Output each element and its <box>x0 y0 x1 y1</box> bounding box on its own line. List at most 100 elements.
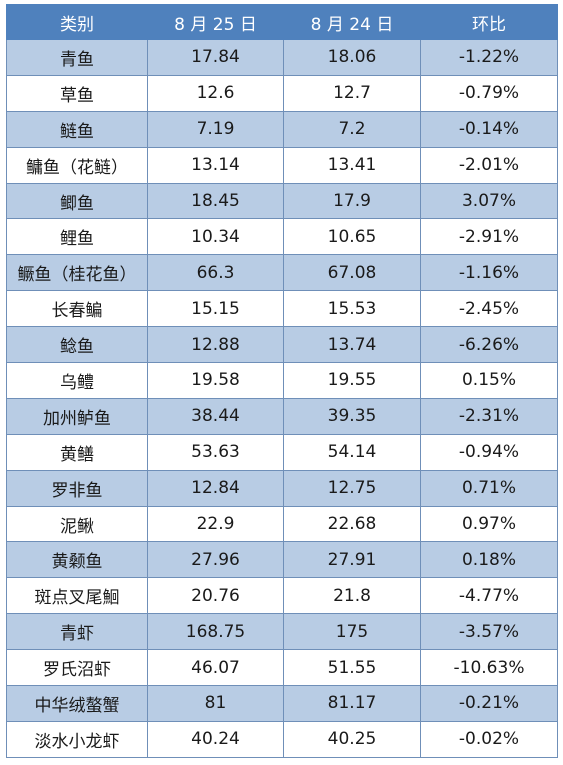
cell-change: -0.21% <box>420 685 558 722</box>
cell-aug25-price: 81 <box>147 685 284 722</box>
table-header: 类别 8 月 25 日 8 月 24 日 环比 <box>6 4 558 40</box>
cell-aug24-price: 67.08 <box>283 254 421 292</box>
cell-category: 罗非鱼 <box>6 469 148 507</box>
cell-change: 0.15% <box>420 362 558 399</box>
cell-aug24-price: 10.65 <box>283 218 421 256</box>
cell-change: -3.57% <box>420 613 558 651</box>
cell-aug24-price: 39.35 <box>283 397 421 435</box>
cell-aug25-price: 66.3 <box>147 254 284 292</box>
cell-aug24-price: 17.9 <box>283 182 421 220</box>
cell-change: -0.14% <box>420 110 558 148</box>
table-row: 青虾 168.75 175 -3.57% <box>6 613 558 651</box>
cell-aug25-price: 40.24 <box>147 720 284 758</box>
cell-aug24-price: 51.55 <box>283 649 421 687</box>
cell-change: -0.79% <box>420 74 558 112</box>
cell-category: 草鱼 <box>6 74 148 112</box>
table-row: 泥鳅 22.9 22.68 0.97% <box>6 505 558 543</box>
table-row: 罗非鱼 12.84 12.75 0.71% <box>6 469 558 507</box>
table-row: 鲶鱼 12.88 13.74 -6.26% <box>6 326 558 364</box>
table-row: 鳙鱼（花鲢） 13.14 13.41 -2.01% <box>6 146 558 184</box>
cell-aug24-price: 27.91 <box>283 541 421 579</box>
cell-change: 0.97% <box>420 505 558 543</box>
cell-category: 乌鳢 <box>6 362 148 399</box>
cell-category: 鲢鱼 <box>6 110 148 148</box>
cell-aug24-price: 175 <box>283 613 421 651</box>
cell-change: 0.18% <box>420 541 558 579</box>
cell-category: 罗氏沼虾 <box>6 649 148 687</box>
cell-category: 泥鳅 <box>6 505 148 543</box>
cell-change: 0.71% <box>420 469 558 507</box>
cell-category: 黄鳝 <box>6 433 148 471</box>
cell-category: 中华绒螯蟹 <box>6 685 148 722</box>
cell-aug24-price: 18.06 <box>283 39 421 76</box>
table-row: 中华绒螯蟹 81 81.17 -0.21% <box>6 685 558 722</box>
cell-aug25-price: 38.44 <box>147 397 284 435</box>
cell-change: -2.01% <box>420 146 558 184</box>
cell-change: -4.77% <box>420 577 558 615</box>
table-row: 鲢鱼 7.19 7.2 -0.14% <box>6 110 558 148</box>
cell-aug25-price: 53.63 <box>147 433 284 471</box>
cell-change: -0.02% <box>420 720 558 758</box>
cell-category: 鲫鱼 <box>6 182 148 220</box>
cell-category: 青虾 <box>6 613 148 651</box>
cell-change: -2.45% <box>420 290 558 328</box>
table-row: 淡水小龙虾 40.24 40.25 -0.02% <box>6 720 558 758</box>
cell-aug25-price: 15.15 <box>147 290 284 328</box>
cell-category: 鲤鱼 <box>6 218 148 256</box>
cell-aug25-price: 12.88 <box>147 326 284 364</box>
cell-aug24-price: 21.8 <box>283 577 421 615</box>
cell-change: -6.26% <box>420 326 558 364</box>
cell-aug25-price: 12.84 <box>147 469 284 507</box>
cell-category: 黄颡鱼 <box>6 541 148 579</box>
cell-aug25-price: 13.14 <box>147 146 284 184</box>
table-row: 草鱼 12.6 12.7 -0.79% <box>6 74 558 112</box>
table-row: 加州鲈鱼 38.44 39.35 -2.31% <box>6 397 558 435</box>
cell-aug24-price: 12.7 <box>283 74 421 112</box>
table-row: 鳜鱼（桂花鱼） 66.3 67.08 -1.16% <box>6 254 558 292</box>
cell-category: 斑点叉尾鮰 <box>6 577 148 615</box>
cell-aug25-price: 27.96 <box>147 541 284 579</box>
header-change: 环比 <box>420 4 558 40</box>
table-row: 黄颡鱼 27.96 27.91 0.18% <box>6 541 558 579</box>
cell-aug24-price: 19.55 <box>283 362 421 399</box>
cell-change: -1.16% <box>420 254 558 292</box>
cell-aug25-price: 22.9 <box>147 505 284 543</box>
cell-aug25-price: 7.19 <box>147 110 284 148</box>
cell-aug24-price: 12.75 <box>283 469 421 507</box>
cell-aug25-price: 46.07 <box>147 649 284 687</box>
table-row: 青鱼 17.84 18.06 -1.22% <box>6 39 558 76</box>
cell-aug25-price: 19.58 <box>147 362 284 399</box>
cell-aug25-price: 10.34 <box>147 218 284 256</box>
cell-aug25-price: 12.6 <box>147 74 284 112</box>
table-row: 乌鳢 19.58 19.55 0.15% <box>6 362 558 399</box>
cell-category: 鳜鱼（桂花鱼） <box>6 254 148 292</box>
cell-aug24-price: 13.74 <box>283 326 421 364</box>
cell-category: 鳙鱼（花鲢） <box>6 146 148 184</box>
cell-aug25-price: 20.76 <box>147 577 284 615</box>
cell-aug24-price: 15.53 <box>283 290 421 328</box>
cell-change: -1.22% <box>420 39 558 76</box>
cell-category: 青鱼 <box>6 39 148 76</box>
table-row: 鲤鱼 10.34 10.65 -2.91% <box>6 218 558 256</box>
table-row: 长春鳊 15.15 15.53 -2.45% <box>6 290 558 328</box>
cell-change: -10.63% <box>420 649 558 687</box>
cell-aug24-price: 7.2 <box>283 110 421 148</box>
table-row: 黄鳝 53.63 54.14 -0.94% <box>6 433 558 471</box>
header-row: 类别 8 月 25 日 8 月 24 日 环比 <box>6 4 558 40</box>
cell-category: 淡水小龙虾 <box>6 720 148 758</box>
cell-aug25-price: 18.45 <box>147 182 284 220</box>
cell-aug24-price: 40.25 <box>283 720 421 758</box>
cell-aug24-price: 54.14 <box>283 433 421 471</box>
header-category: 类别 <box>6 4 148 40</box>
cell-aug25-price: 17.84 <box>147 39 284 76</box>
cell-change: 3.07% <box>420 182 558 220</box>
table-row: 斑点叉尾鮰 20.76 21.8 -4.77% <box>6 577 558 615</box>
header-aug24: 8 月 24 日 <box>283 4 421 40</box>
cell-aug24-price: 81.17 <box>283 685 421 722</box>
cell-category: 鲶鱼 <box>6 326 148 364</box>
cell-aug25-price: 168.75 <box>147 613 284 651</box>
cell-category: 长春鳊 <box>6 290 148 328</box>
table-row: 鲫鱼 18.45 17.9 3.07% <box>6 182 558 220</box>
cell-aug24-price: 22.68 <box>283 505 421 543</box>
table-body: 青鱼 17.84 18.06 -1.22% 草鱼 12.6 12.7 -0.79% 鲢鱼 7.19… <box>6 39 558 758</box>
